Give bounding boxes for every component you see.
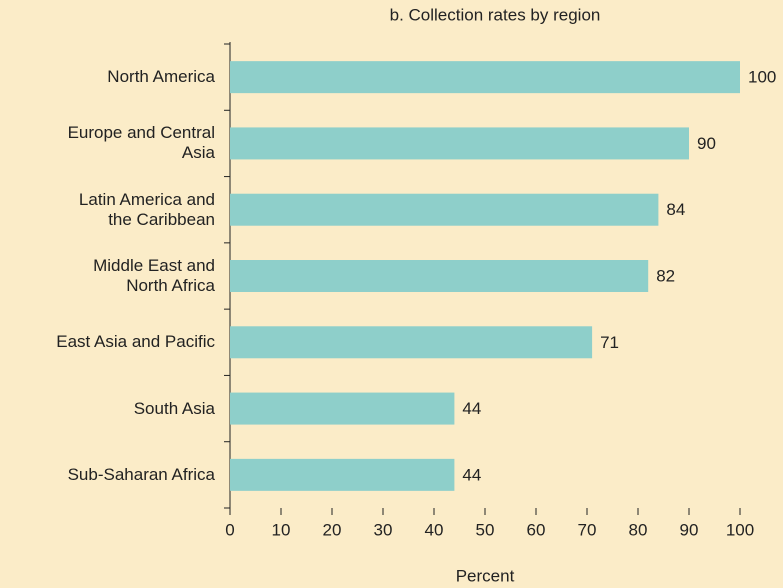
x-tick-label: 70 (578, 520, 597, 539)
x-axis-label: Percent (456, 566, 515, 585)
x-tick-label: 50 (476, 520, 495, 539)
bar (230, 458, 455, 491)
x-tick-label: 40 (425, 520, 444, 539)
y-tick-label: North America (107, 67, 215, 87)
x-tick-label: 10 (272, 520, 291, 539)
value-label: 100 (748, 68, 776, 87)
y-tick-label: Middle East and North Africa (93, 256, 215, 295)
x-tick-label: 20 (323, 520, 342, 539)
y-tick-label: Europe and Central Asia (67, 123, 215, 163)
y-tick-label: Sub-Saharan Africa (67, 464, 215, 484)
y-tick-label: East Asia and Pacific (56, 332, 215, 352)
y-tick-label: Latin America and the Caribbean (78, 189, 215, 229)
x-tick-label: 80 (629, 520, 648, 539)
bar (230, 193, 659, 226)
value-label: 90 (697, 134, 716, 153)
value-label: 71 (600, 333, 619, 352)
x-tick-label: 30 (374, 520, 393, 539)
bar (230, 260, 649, 292)
x-tick-label: 90 (680, 520, 699, 539)
value-label: 44 (462, 399, 481, 418)
value-label: 82 (656, 266, 675, 285)
value-label: 84 (666, 200, 685, 219)
x-tick-label: 60 (527, 520, 546, 539)
bar (230, 392, 455, 425)
bar (230, 326, 593, 359)
x-tick-label: 0 (225, 520, 234, 539)
bar (230, 127, 689, 160)
chart-title: b. Collection rates by region (390, 5, 601, 24)
value-label: 44 (462, 465, 481, 484)
x-tick-label: 100 (726, 520, 754, 539)
bar (230, 61, 740, 94)
y-tick-label: South Asia (133, 398, 215, 418)
